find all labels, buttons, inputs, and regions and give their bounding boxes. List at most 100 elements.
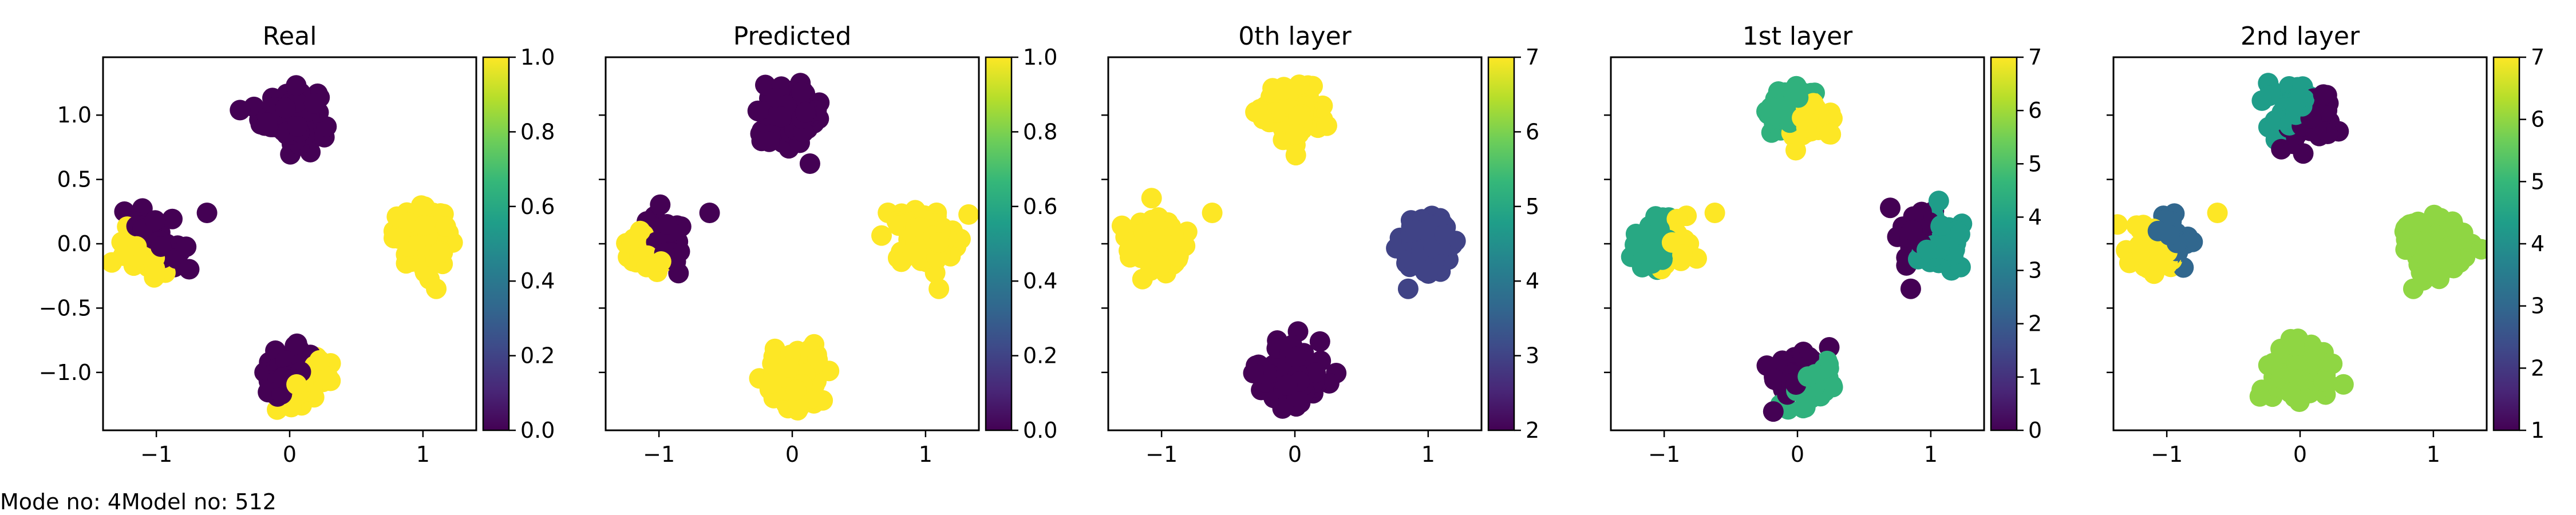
x-tick-label: 1 [1421, 442, 1435, 467]
subplot-4: 1st layer −1 0 1 0 1 2 3 4 5 6 7 [1604, 22, 2042, 467]
data-point [303, 93, 325, 114]
data-point [1771, 97, 1792, 118]
colorbar-tick-label: 4 [2028, 204, 2042, 229]
data-point [1645, 206, 1666, 227]
data-point [650, 194, 671, 215]
colorbar-tick-label: 1.0 [520, 45, 555, 70]
subplot-title: 0th layer [1238, 22, 1352, 51]
data-point [1822, 377, 1843, 398]
data-point [2313, 84, 2334, 105]
colorbar-tick-label: 2 [2028, 311, 2042, 336]
colorbar-tick-label: 0.0 [520, 418, 555, 443]
data-point [1277, 375, 1298, 396]
data-point [1672, 244, 1693, 266]
data-point [1273, 79, 1294, 100]
x-tick-label: 0 [1288, 442, 1302, 467]
y-tick-label: 1.0 [57, 102, 92, 128]
colorbar-tick-label: 0.4 [1023, 268, 1057, 294]
data-point [1793, 398, 1814, 419]
data-point [778, 356, 799, 378]
x-tick-label: −1 [1648, 442, 1680, 467]
data-point [426, 278, 447, 299]
data-point [758, 131, 780, 152]
data-point [162, 208, 183, 229]
colorbar-frame [1487, 56, 1515, 431]
data-point [1819, 124, 1840, 145]
data-point [630, 220, 651, 241]
colorbar-tick-label: 4 [2531, 231, 2545, 256]
colorbar-frame [985, 56, 1013, 431]
data-point [785, 379, 807, 401]
colorbar-tick-label: 2 [1526, 418, 1539, 443]
data-point [179, 259, 200, 280]
data-point [1756, 355, 1777, 376]
scatter-points [2113, 73, 2487, 412]
colorbar-tick-label: 7 [2531, 45, 2545, 70]
colorbar-tick-label: 0.2 [520, 343, 555, 369]
data-point [286, 374, 307, 395]
data-point [176, 236, 197, 258]
colorbar [483, 57, 509, 430]
data-point [699, 203, 720, 223]
colorbar-tick-label: 0.0 [1023, 418, 1057, 443]
data-point [2438, 236, 2459, 258]
colorbar-tick-label: 6 [1526, 119, 1539, 144]
data-point [1202, 203, 1223, 223]
data-point [256, 112, 278, 133]
colorbar [2494, 57, 2519, 430]
scatter-points [1621, 76, 1973, 422]
colorbar-tick-label: 7 [2028, 45, 2042, 70]
x-tick-label: 1 [2427, 442, 2440, 467]
data-point [771, 106, 791, 128]
colorbar [1991, 57, 2017, 430]
colorbar [1488, 57, 1514, 430]
colorbar-tick-label: 5 [2531, 169, 2545, 194]
data-point [636, 256, 657, 278]
x-tick-label: −1 [140, 442, 172, 467]
data-point [1763, 401, 1784, 422]
x-tick-label: 0 [785, 442, 799, 467]
colorbar-tick-label: 1.0 [1023, 45, 1057, 70]
x-tick-label: −1 [1145, 442, 1178, 467]
data-point [871, 225, 892, 246]
mode-number: Mode no: 4 [0, 489, 122, 514]
scatter-points [616, 73, 979, 421]
x-tick-label: 0 [283, 442, 297, 467]
data-point [150, 236, 171, 257]
subplot-title: Predicted [733, 22, 852, 51]
data-point [1305, 362, 1326, 383]
data-point [388, 228, 409, 249]
x-tick-label: 1 [416, 442, 430, 467]
colorbar-tick-label: 5 [2028, 151, 2042, 176]
colorbar-tick-label: 3 [2028, 258, 2042, 283]
data-point [807, 349, 828, 370]
data-point [1288, 105, 1309, 126]
colorbar-tick-label: 1 [2028, 365, 2042, 390]
colorbar [986, 57, 1012, 430]
data-point [1309, 331, 1330, 352]
colorbar-tick-label: 4 [1526, 268, 1539, 294]
data-point [2159, 225, 2180, 245]
colorbar-tick-label: 7 [1526, 45, 1539, 70]
subplot-3: 0th layer −1 0 1 2 3 4 5 6 7 [1101, 22, 1539, 467]
data-point [1111, 215, 1132, 236]
data-point [2113, 214, 2128, 235]
colorbar-tick-label: 6 [2028, 98, 2042, 123]
data-point [2403, 278, 2424, 299]
data-point [1149, 256, 1171, 277]
data-point [2322, 353, 2343, 374]
data-point [2249, 386, 2270, 407]
y-tick-label: 0.0 [57, 231, 92, 256]
subplot-title: Real [263, 22, 317, 51]
subplot-title: 1st layer [1743, 22, 1853, 51]
data-point [1788, 87, 1809, 108]
colorbar-tick-label: 0.8 [1023, 119, 1057, 144]
data-point [1928, 191, 1949, 212]
data-point [1637, 243, 1658, 264]
x-tick-label: 1 [1924, 442, 1938, 467]
data-point [196, 203, 218, 223]
colorbar-tick-label: 0.6 [1023, 194, 1057, 219]
data-point [902, 242, 923, 263]
data-point [2283, 335, 2305, 356]
